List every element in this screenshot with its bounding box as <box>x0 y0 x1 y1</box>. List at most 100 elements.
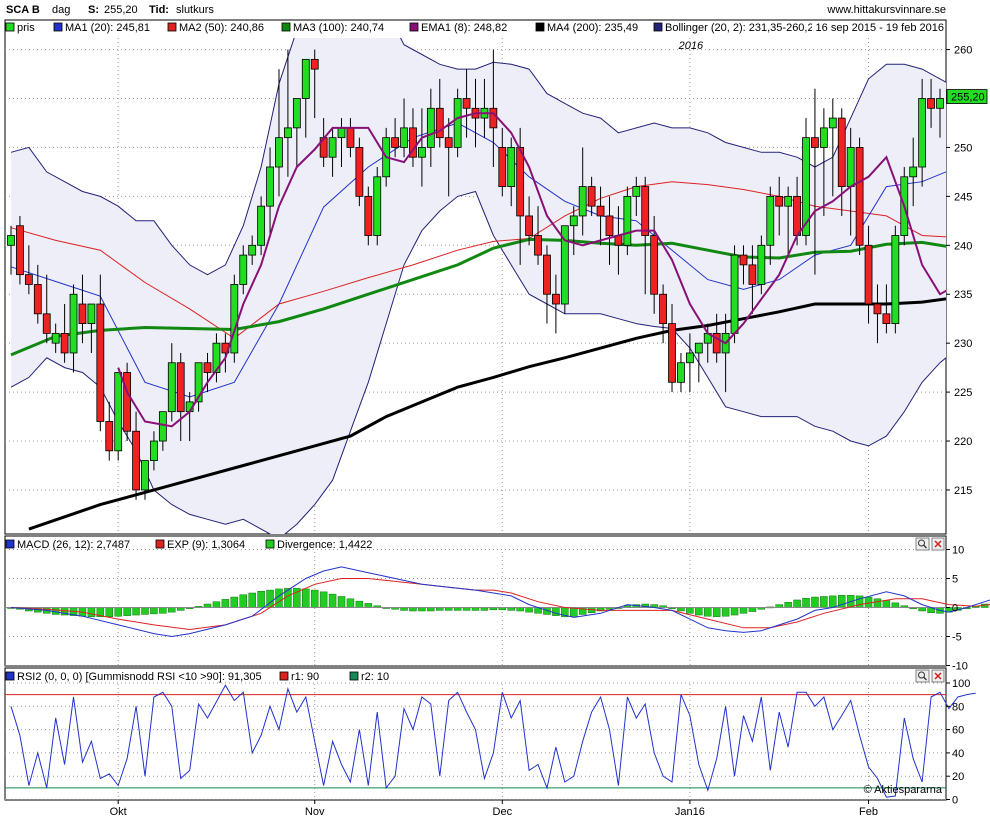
rsi-axis-label: 40 <box>952 748 964 760</box>
magnifier-icon[interactable] <box>915 669 930 683</box>
candle-body <box>141 460 149 491</box>
candle-body <box>551 293 560 305</box>
candle-body <box>158 411 167 442</box>
divergence-bar <box>105 607 114 618</box>
candle-body <box>623 195 632 246</box>
divergence-bar <box>337 596 346 608</box>
candle-body <box>51 332 60 344</box>
rsi-line <box>10 684 976 798</box>
price-axis-label: 240 <box>954 240 972 252</box>
candle-body <box>230 284 239 354</box>
candle-body <box>364 195 373 236</box>
last-price-label: S: <box>88 4 99 16</box>
macd-panel-frame <box>4 535 947 667</box>
price-axis-label: 250 <box>954 142 972 154</box>
legend-swatch <box>5 539 15 549</box>
candle-body <box>730 254 739 334</box>
candle-body <box>534 235 542 256</box>
candle-body <box>7 235 15 246</box>
candle-body <box>560 225 569 305</box>
candle-body <box>301 58 310 99</box>
divergence-bar <box>212 601 221 608</box>
candle-body <box>784 195 793 207</box>
candle-body <box>811 137 819 148</box>
legend-swatch <box>349 671 359 681</box>
candle-body <box>203 362 212 373</box>
divergence-bar <box>820 596 828 608</box>
divergence-bar <box>918 607 926 612</box>
candle-body <box>16 225 24 276</box>
divergence-bar <box>248 592 256 608</box>
legend-label: EMA1 (8): 248,82 <box>421 22 507 34</box>
price-axis-label: 230 <box>954 338 972 350</box>
bollinger-upper-line <box>10 38 946 276</box>
bollinger-lower-line <box>10 190 946 534</box>
candle-body <box>426 107 435 148</box>
divergence-bar <box>123 607 131 616</box>
legend-swatch <box>535 22 545 32</box>
last-price-marker <box>946 89 988 104</box>
ema1-line <box>117 112 946 428</box>
candle-body <box>918 98 927 168</box>
time-value: slutkurs <box>176 4 214 16</box>
candle-body <box>882 313 891 324</box>
divergence-bar <box>793 599 801 608</box>
last-price-marker-label: 255,20 <box>951 92 985 104</box>
candle-body <box>409 127 417 158</box>
exp-line <box>10 578 990 631</box>
candle-body <box>453 98 462 148</box>
candle-body <box>489 107 498 129</box>
candle-body <box>257 205 266 246</box>
candle-body <box>596 205 605 217</box>
date-range-bg <box>812 21 945 35</box>
candle-body <box>712 332 721 354</box>
legend-swatch <box>265 539 275 549</box>
candle-body <box>284 127 292 139</box>
candle-body <box>123 372 132 432</box>
time-label: Tid: <box>149 4 169 16</box>
macd-line <box>10 566 990 638</box>
legend-swatch <box>653 22 663 32</box>
candle-body <box>828 117 837 129</box>
divergence-bar <box>802 597 810 608</box>
ma1-line <box>10 122 946 398</box>
candle-body <box>24 274 33 285</box>
divergence-bar <box>730 607 739 616</box>
close-icon[interactable] <box>931 537 945 551</box>
divergence-bar <box>677 607 685 612</box>
candle-body <box>444 137 453 148</box>
candle-body <box>60 332 69 354</box>
legend-swatch <box>155 539 165 549</box>
candle-body <box>498 147 507 187</box>
macd-axis-label: 5 <box>952 574 958 586</box>
divergence-bar <box>409 607 417 612</box>
candle-body <box>507 147 516 187</box>
candle-body <box>105 421 114 452</box>
candle-body <box>650 235 659 295</box>
divergence-bar <box>346 598 355 608</box>
magnifier-icon[interactable] <box>915 537 930 551</box>
legend-swatch <box>279 671 289 681</box>
divergence-bar <box>891 602 900 608</box>
candle-body <box>641 186 650 236</box>
candle-body <box>132 430 140 491</box>
divergence-bar <box>328 593 337 608</box>
legend-label: Bollinger (20, 2): 231,35-260,27 <box>665 22 820 34</box>
candle-body <box>33 284 42 315</box>
candle-body <box>909 166 918 178</box>
rsi-axis-label: 0 <box>952 795 958 807</box>
legend-label: MA2 (50): 240,86 <box>179 22 264 34</box>
year-marker-label: 2016 <box>678 40 704 52</box>
divergence-bar <box>748 607 757 612</box>
legend-label: MA1 (20): 245,81 <box>65 22 150 34</box>
legend-swatch <box>5 22 15 32</box>
divergence-bar <box>203 603 212 608</box>
candle-body <box>355 147 364 197</box>
legend-label: pris <box>17 22 35 34</box>
price-axis-label: 260 <box>954 45 972 57</box>
candle-body <box>802 137 810 236</box>
candle-body <box>632 186 641 197</box>
candle-body <box>42 313 51 334</box>
legend-label: Divergence: 1,4422 <box>277 539 372 551</box>
close-icon[interactable] <box>931 669 945 683</box>
